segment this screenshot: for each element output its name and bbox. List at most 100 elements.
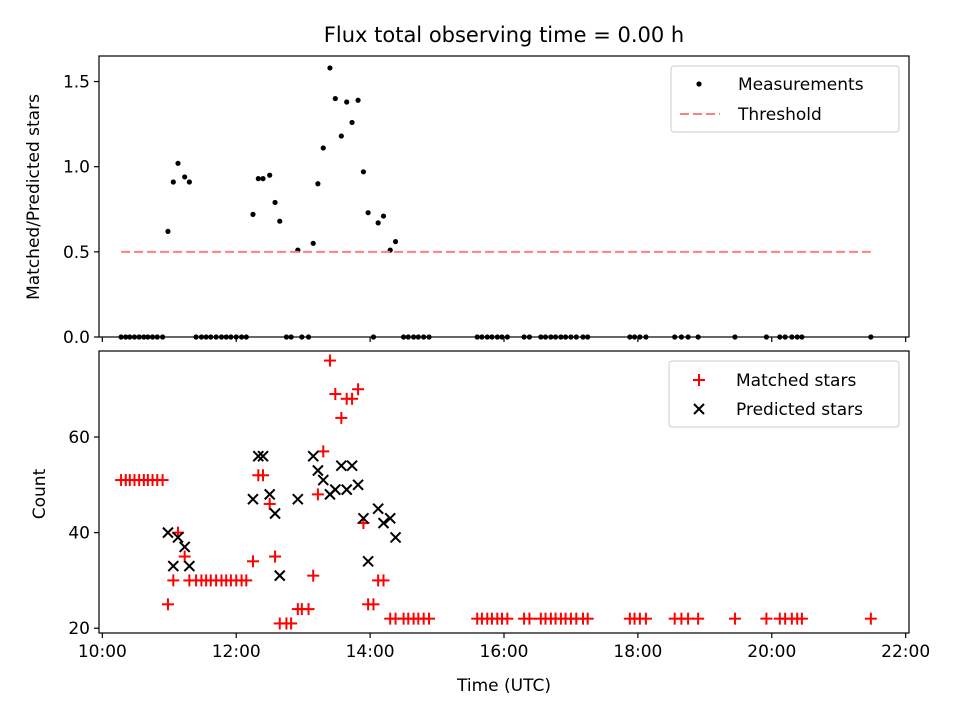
predicted-stars-point — [274, 569, 286, 582]
chart-title: Flux total observing time = 0.00 h — [324, 23, 684, 47]
measurements-point — [548, 334, 554, 340]
measurements-point — [228, 334, 234, 340]
measurements-point — [643, 334, 649, 340]
matched-stars-point — [335, 411, 348, 424]
measurements-point — [272, 199, 278, 206]
measurements-point — [355, 97, 361, 103]
measurements-point — [255, 176, 261, 182]
matched-stars-point — [501, 612, 514, 625]
x-tick-label: 16:00 — [480, 642, 529, 662]
measurements-point — [223, 334, 229, 340]
measurements-point — [789, 334, 795, 340]
matched-stars-point — [178, 550, 191, 563]
measurements-point — [521, 334, 527, 340]
measurements-point — [627, 334, 633, 340]
measurements-point — [149, 334, 156, 340]
matched-stars-point — [423, 612, 436, 625]
measurements-point — [213, 334, 219, 340]
measurements-point — [145, 334, 151, 340]
matched-stars-point — [581, 612, 594, 625]
y-tick-label: 0.5 — [63, 243, 90, 263]
measurements-point — [763, 334, 770, 340]
y-tick-label: 60 — [68, 428, 90, 448]
measurements-point — [637, 334, 643, 340]
predicted-stars-point — [263, 488, 276, 501]
measurements-point — [338, 133, 344, 139]
measurements-point — [426, 334, 432, 340]
matched-stars-point — [311, 488, 324, 501]
measurements-point — [332, 95, 338, 102]
matched-stars-point — [523, 612, 536, 625]
measurements-point — [782, 334, 788, 340]
predicted-stars-point — [329, 483, 342, 496]
measurements-point — [186, 179, 192, 185]
measurements-point — [370, 334, 377, 340]
measurements-point — [573, 334, 579, 340]
measurements-point — [411, 334, 417, 340]
measurements-point — [327, 65, 333, 71]
y-tick-label: 20 — [68, 619, 90, 639]
measurements-point — [672, 334, 678, 340]
predicted-stars-point — [362, 555, 374, 568]
measurements-point — [868, 334, 874, 340]
measurements-point — [267, 172, 273, 178]
measurements-point — [165, 228, 171, 235]
measurements-point — [365, 210, 371, 216]
measurements-point — [218, 334, 225, 340]
measurements-point — [238, 334, 245, 340]
predicted-stars-point — [162, 526, 174, 539]
legend-predicted-label: Predicted stars — [736, 400, 863, 420]
measurements-point — [118, 334, 124, 340]
measurements-point — [315, 181, 321, 187]
legend-measurements-label: Measurements — [738, 75, 864, 95]
measurements-point — [131, 334, 138, 340]
measurements-point — [400, 334, 407, 340]
measurements-point — [405, 334, 411, 340]
y-tick-label: 1.0 — [63, 158, 90, 178]
measurements-point — [349, 119, 355, 126]
matched-stars-point — [323, 354, 336, 367]
measurements-point — [305, 334, 312, 340]
measurements-point — [233, 334, 239, 340]
measurements-point — [344, 99, 350, 105]
measurements-point — [484, 334, 490, 340]
measurements-point — [299, 334, 305, 340]
matched-stars-point — [156, 474, 169, 487]
measurements-point — [489, 334, 495, 340]
measurements-point — [479, 334, 485, 340]
matched-stars-point — [161, 598, 174, 611]
bottom-legend: Matched stars Predicted stars — [668, 360, 900, 428]
predicted-stars-point — [377, 517, 390, 529]
matched-stars-point — [795, 612, 808, 625]
bottom-panel: 20 40 60 10:00 12:00 14:00 16:00 18:00 20:00 22:0… — [30, 350, 930, 696]
measurements-point — [283, 334, 290, 340]
predicted-stars-point — [317, 474, 329, 486]
measurements-point — [392, 239, 399, 245]
matched-stars-point — [307, 569, 320, 582]
measurements-point — [474, 334, 480, 340]
y-tick-label: 1.5 — [63, 73, 90, 93]
matched-stars-point — [246, 555, 259, 568]
measurements-point — [421, 334, 427, 340]
measurements-point — [538, 334, 544, 340]
measurements-point — [170, 179, 176, 185]
matched-stars-point — [257, 469, 270, 482]
predicted-stars-point — [247, 493, 259, 505]
measurements-point — [203, 334, 209, 340]
matched-stars-point — [263, 497, 276, 510]
predicted-stars-point — [352, 479, 364, 491]
x-tick-label: 18:00 — [613, 642, 662, 662]
measurements-point — [526, 334, 533, 340]
predicted-stars-point — [257, 450, 269, 462]
top-panel: 0.0 0.5 1.0 1.5 Matched/Predicted stars Mea… — [24, 55, 910, 348]
x-axis-label: Time (UTC) — [456, 676, 551, 696]
y-tick-label: 0.0 — [63, 328, 90, 348]
matched-stars-point — [317, 445, 330, 458]
matched-stars-point — [728, 612, 741, 625]
matched-stars-point — [269, 550, 282, 563]
predicted-stars-point — [312, 464, 324, 477]
predicted-stars-point — [178, 541, 191, 553]
matched-stars-point — [302, 603, 315, 616]
measurements-point — [136, 334, 142, 340]
measurements-point — [494, 334, 500, 340]
